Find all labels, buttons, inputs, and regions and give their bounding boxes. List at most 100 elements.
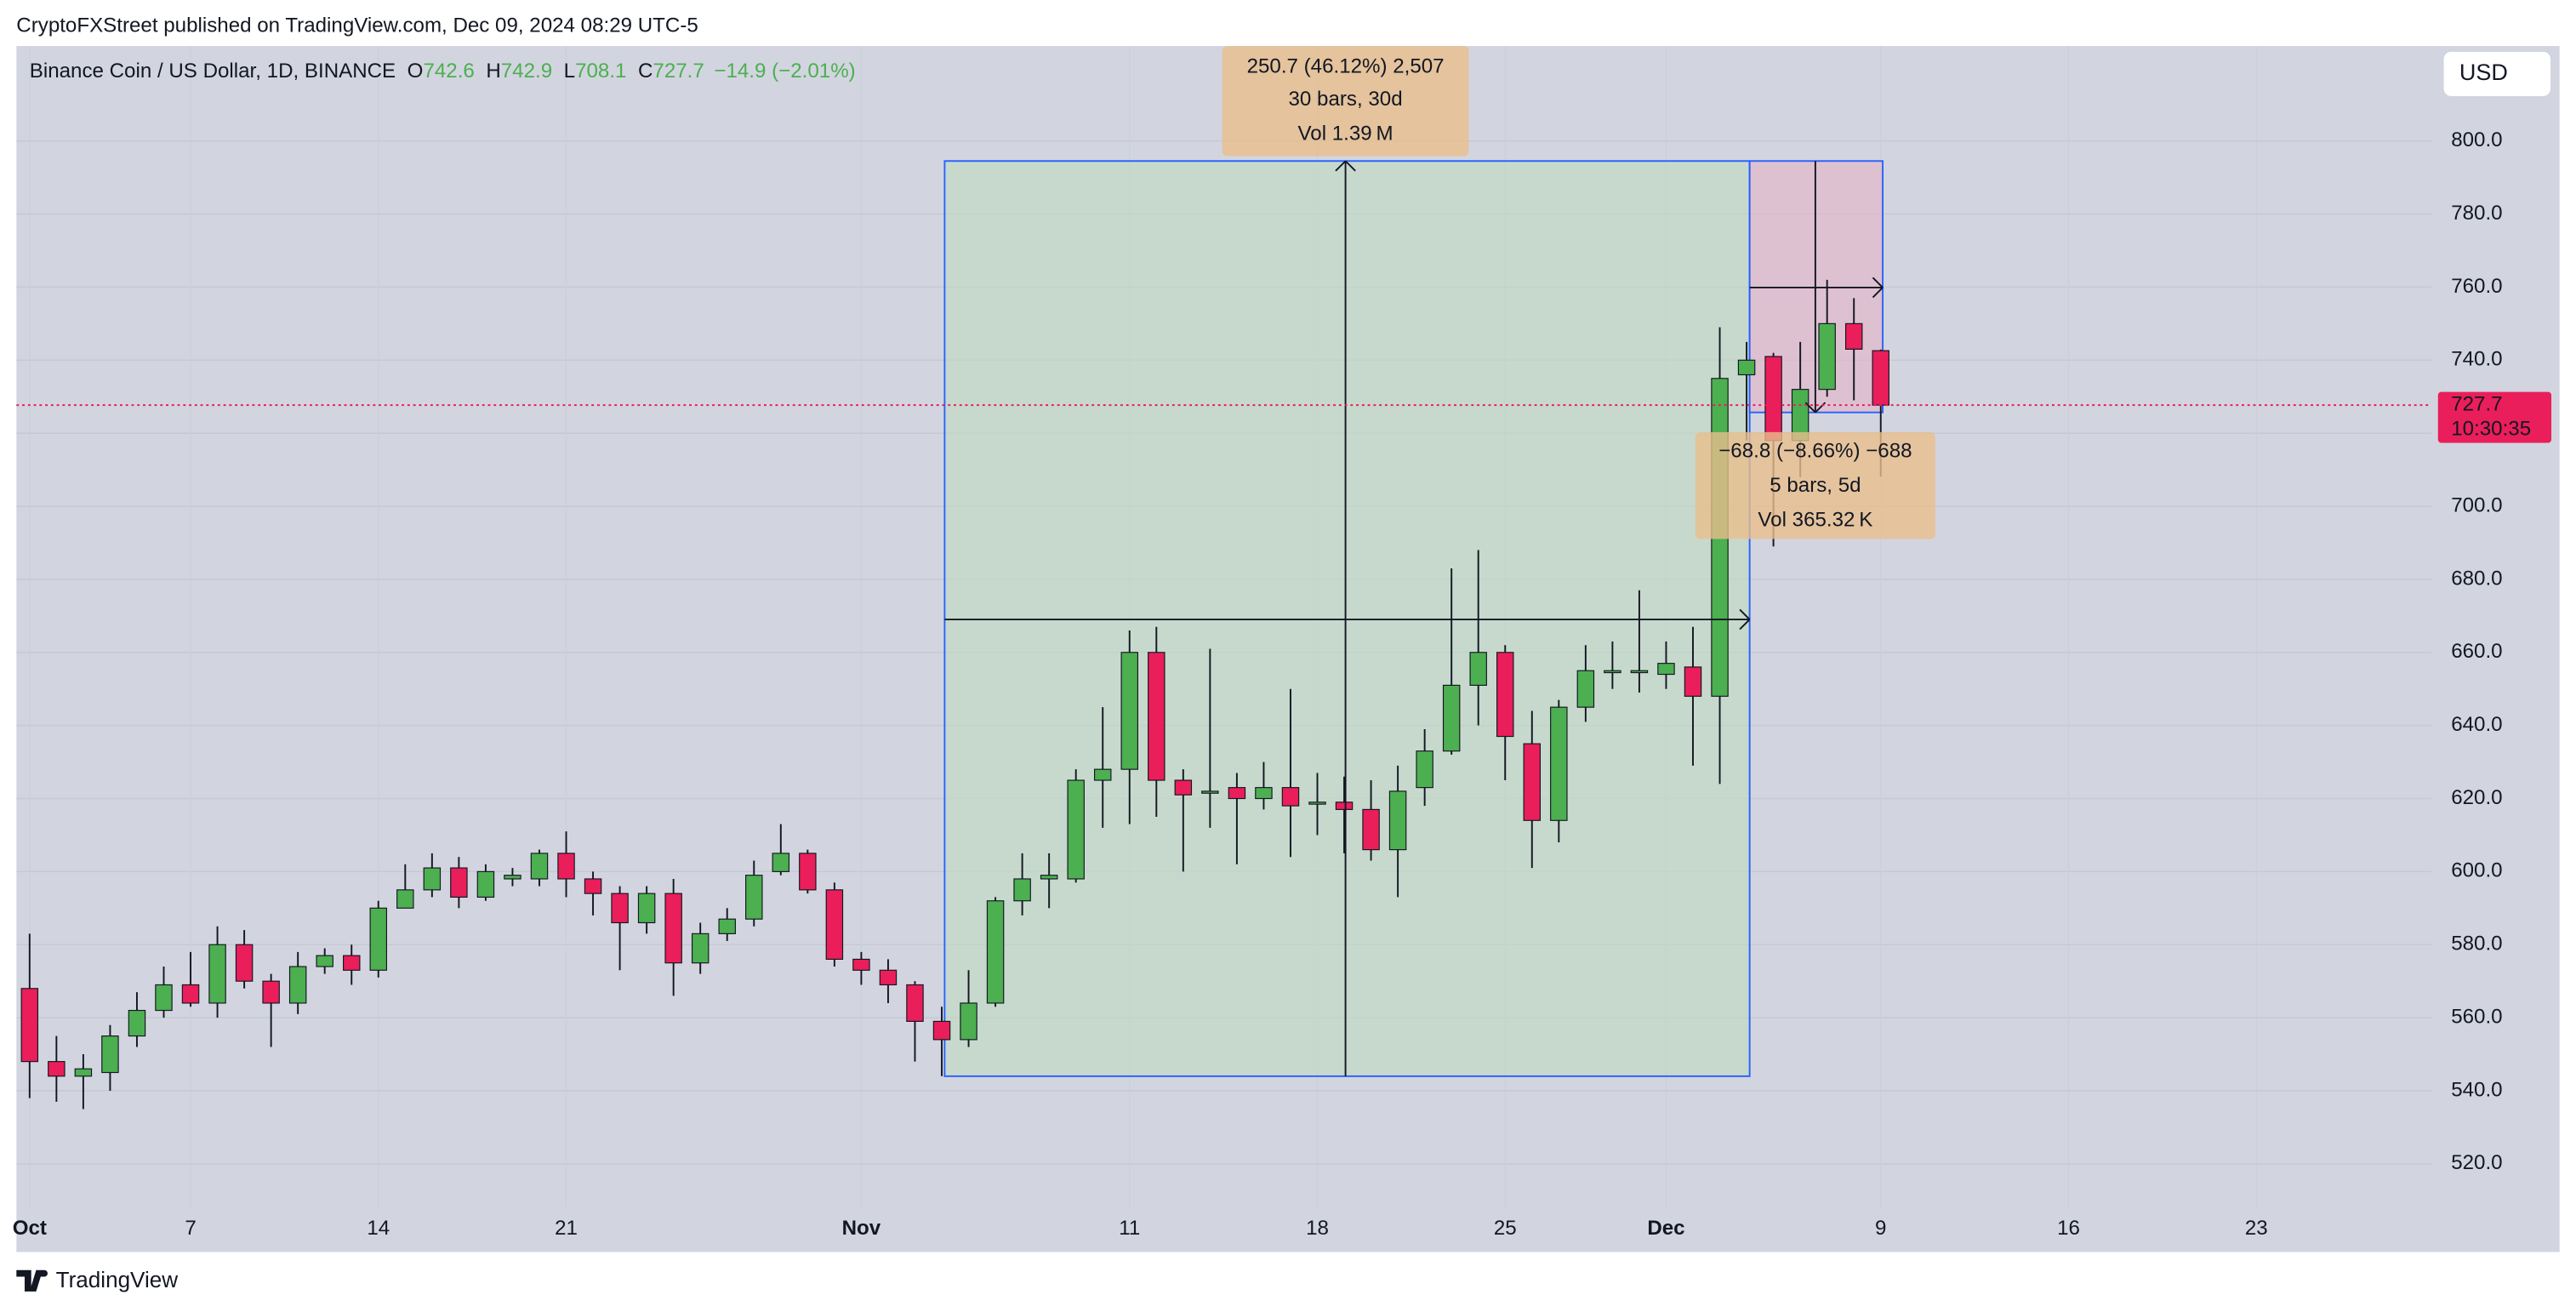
candle-body: [1550, 706, 1568, 821]
currency-button[interactable]: [2442, 49, 2552, 98]
ohlc-label: C: [638, 60, 653, 83]
ohlc-value: 727.7: [653, 60, 704, 83]
candle-body: [664, 893, 682, 964]
y-tick-label: 660.0: [2451, 640, 2502, 663]
change: −14.9 (−2.01%): [714, 60, 855, 83]
candle-body: [691, 933, 710, 964]
candle-body: [1255, 787, 1273, 800]
y-tick-label: 600.0: [2451, 859, 2502, 882]
candle-body: [986, 900, 1005, 1004]
measure-shape: [1872, 277, 1884, 288]
candle-body: [423, 867, 442, 891]
candle-body: [235, 944, 254, 982]
x-tick-label: 18: [1306, 1217, 1329, 1240]
candle-body: [1764, 356, 1782, 442]
candle-body: [181, 984, 200, 1004]
x-tick-label: 25: [1494, 1217, 1517, 1240]
candle-body: [504, 875, 521, 880]
y-tick-label: 520.0: [2451, 1151, 2502, 1174]
candle-body: [316, 955, 333, 967]
candle-body: [960, 1002, 977, 1041]
y-tick-label: 780.0: [2451, 202, 2502, 225]
candle-body: [637, 893, 656, 924]
candle-body: [932, 1020, 951, 1041]
ohlc-label: O: [407, 60, 424, 83]
candle-body: [1388, 790, 1407, 851]
candle-body: [718, 918, 736, 934]
x-tick-label: Nov: [842, 1217, 881, 1240]
candle-body: [1228, 787, 1246, 800]
logo-text: TradingView: [56, 1267, 179, 1292]
candle-body: [1013, 878, 1031, 902]
measure-shape: [1335, 160, 1347, 172]
ohlc: O742.6 H742.9 L708.1 C727.7: [407, 60, 704, 83]
x-tick-label: Oct: [13, 1217, 47, 1240]
y-tick-label: 540.0: [2451, 1078, 2502, 1101]
candle-body: [852, 958, 870, 971]
candle-body: [1067, 779, 1085, 880]
annotation-text: 5 bars, 5d: [1770, 474, 1861, 497]
candle-body: [1604, 670, 1621, 674]
candle-body: [1523, 743, 1542, 821]
candle-body: [128, 1009, 146, 1037]
y-tick-label: 760.0: [2451, 275, 2502, 298]
x-tick-label: 23: [2245, 1217, 2268, 1240]
published-line: CryptoFXStreet published on TradingView.…: [16, 14, 698, 37]
candle-body: [1148, 652, 1165, 781]
y-tick-label: 740.0: [2451, 348, 2502, 371]
last-price-tag: [2437, 391, 2552, 443]
annotation-text: Vol 1.39 M: [1298, 123, 1393, 145]
candle-body: [1174, 779, 1193, 796]
measure-shape: [1739, 619, 1751, 630]
candle-body: [611, 893, 629, 924]
x-tick-label: 16: [2057, 1217, 2080, 1240]
candle-body: [879, 969, 898, 986]
countdown: 10:30:35: [2451, 417, 2531, 440]
candle-body: [1844, 322, 1863, 351]
x-tick-label: 7: [185, 1217, 196, 1240]
candle-body: [1630, 670, 1649, 674]
annotation-text: 250.7 (46.12%) 2,507: [1247, 55, 1445, 78]
measure-shape: [1872, 287, 1884, 299]
ohlc-value: 742.9: [501, 60, 552, 83]
candle-body: [1308, 801, 1326, 805]
candle-body: [101, 1035, 119, 1074]
candle-body: [1469, 652, 1487, 686]
candle-body: [476, 870, 495, 898]
measure-shape: [1804, 402, 1816, 414]
candle-body: [825, 889, 844, 961]
candle-body: [1201, 790, 1219, 794]
symbol: Binance Coin / US Dollar, 1D, BINANCE: [30, 60, 396, 83]
measure-shape: [1344, 160, 1356, 172]
currency[interactable]: USD: [2459, 60, 2508, 85]
ohlc-label: H: [486, 60, 500, 83]
annotation-text: 30 bars, 30d: [1289, 88, 1403, 111]
ohlc-value: 708.1: [575, 60, 626, 83]
candle-body: [1093, 768, 1112, 781]
candle-body: [530, 853, 549, 880]
last-price-label: 727.7: [2451, 392, 2502, 415]
annotation-box: [1695, 431, 1935, 539]
y-tick-label: 680.0: [2451, 567, 2502, 590]
candle-body: [1442, 684, 1461, 752]
logo-icon: [16, 1269, 48, 1292]
candle-body: [1576, 670, 1595, 708]
candle-body: [343, 955, 361, 971]
ohlc-value: 742.6: [423, 60, 474, 83]
candle-body: [1872, 350, 1889, 406]
candle-body: [1416, 750, 1433, 789]
candle-body: [1335, 801, 1354, 810]
candle-body: [584, 878, 602, 894]
candle-body: [745, 875, 763, 920]
y-tick-label: 580.0: [2451, 933, 2502, 955]
x-tick-label: 14: [367, 1217, 390, 1240]
y-tick-label: 560.0: [2451, 1005, 2502, 1028]
x-tick-label: 11: [1119, 1217, 1140, 1240]
candle-body: [262, 980, 280, 1004]
x-tick-label: 21: [555, 1217, 578, 1240]
candle-body: [450, 867, 468, 898]
candle-body: [1684, 666, 1702, 697]
annotation-text: Vol 365.32 K: [1758, 509, 1872, 532]
x-tick-label: 9: [1875, 1217, 1886, 1240]
candle-body: [1040, 875, 1058, 880]
